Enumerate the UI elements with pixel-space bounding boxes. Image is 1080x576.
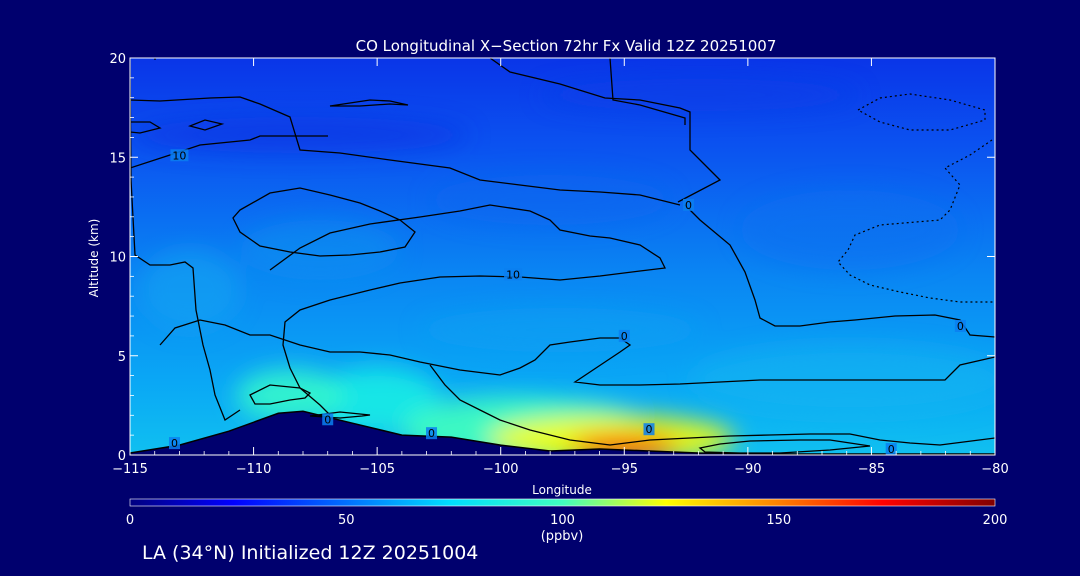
contour-label-5: 0 — [957, 320, 964, 333]
colorbar-ticks: 0 50 100 150 200 — [126, 513, 1008, 528]
x-axis-label: Longitude — [532, 483, 592, 497]
chart-title: CO Longitudinal X−Section 72hr Fx Valid … — [356, 37, 777, 55]
contour-label-8: 0 — [428, 427, 435, 440]
y-tick-label-4: 20 — [109, 52, 126, 67]
terrain — [130, 410, 995, 455]
colorbar-tick-label-2: 100 — [550, 513, 575, 528]
contour-label-bg-6 — [168, 437, 180, 450]
chart-subtitle: LA (34°N) Initialized 12Z 20251004 — [142, 542, 479, 564]
x-tick-label-3: −100 — [483, 462, 519, 477]
x-tick-label-7: −80 — [981, 462, 1008, 477]
contour-label-bg-7 — [322, 413, 334, 426]
contour-labels: 10 10 0 0 0 0 0 0 0 0 — [168, 149, 966, 456]
contour-label-bg-9 — [885, 443, 897, 455]
colorbar-tick-label-4: 200 — [983, 513, 1008, 528]
colorbar-tick-label-1: 50 — [338, 513, 355, 528]
contour-label-1: 10 — [506, 268, 520, 281]
y-axis-label: Altitude (km) — [87, 219, 101, 298]
x-tick-label-1: −110 — [236, 462, 272, 477]
y-tick-label-1: 5 — [118, 350, 126, 365]
co-plume-0 — [315, 367, 439, 432]
contour-label-bg-3 — [618, 329, 630, 342]
x-tick-label-6: −85 — [858, 462, 885, 477]
colorbar-tick-label-0: 0 — [126, 513, 134, 528]
x-axis: −115 −110 −105 −100 −95 −90 −85 −80 — [112, 58, 1009, 477]
contour-label-bg-5 — [954, 319, 966, 332]
dotted-contours — [837, 93, 995, 303]
contour-label-bg-1 — [504, 268, 523, 281]
contour-label-3: 0 — [621, 330, 628, 343]
y-tick-label-3: 15 — [109, 151, 126, 166]
colorbar-tick-label-3: 150 — [766, 513, 791, 528]
contour-label-4: 0 — [646, 423, 653, 436]
contour-label-7: 0 — [324, 413, 331, 426]
x-tick-label-4: −95 — [611, 462, 638, 477]
y-tick-label-2: 10 — [109, 251, 126, 266]
colorbar-units: (ppbv) — [541, 529, 584, 544]
contour-label-2: 0 — [685, 199, 692, 212]
x-tick-label-5: −90 — [734, 462, 761, 477]
y-tick-label-0: 0 — [118, 449, 126, 464]
co-plume-1 — [236, 369, 346, 422]
contour-label-bg-0 — [170, 149, 189, 162]
plot-area: 10 10 0 0 0 0 0 0 0 0 — [130, 58, 995, 456]
x-tick-label-0: −115 — [112, 462, 148, 477]
contour-label-bg-4 — [643, 423, 655, 436]
contour-label-bg-2 — [683, 198, 695, 211]
colorbar: 0 50 100 150 200 (ppbv) — [126, 498, 1008, 544]
contour-lines — [130, 58, 995, 454]
colorbar-scale — [129, 498, 996, 507]
contour-label-bg-8 — [426, 427, 438, 440]
y-axis: 0 5 10 15 20 — [109, 52, 995, 464]
contour-label-6: 0 — [171, 437, 178, 450]
contour-label-0: 10 — [172, 149, 186, 162]
contour-label-9: 0 — [888, 443, 895, 456]
co-plumes — [236, 367, 736, 455]
x-tick-label-2: −105 — [359, 462, 395, 477]
